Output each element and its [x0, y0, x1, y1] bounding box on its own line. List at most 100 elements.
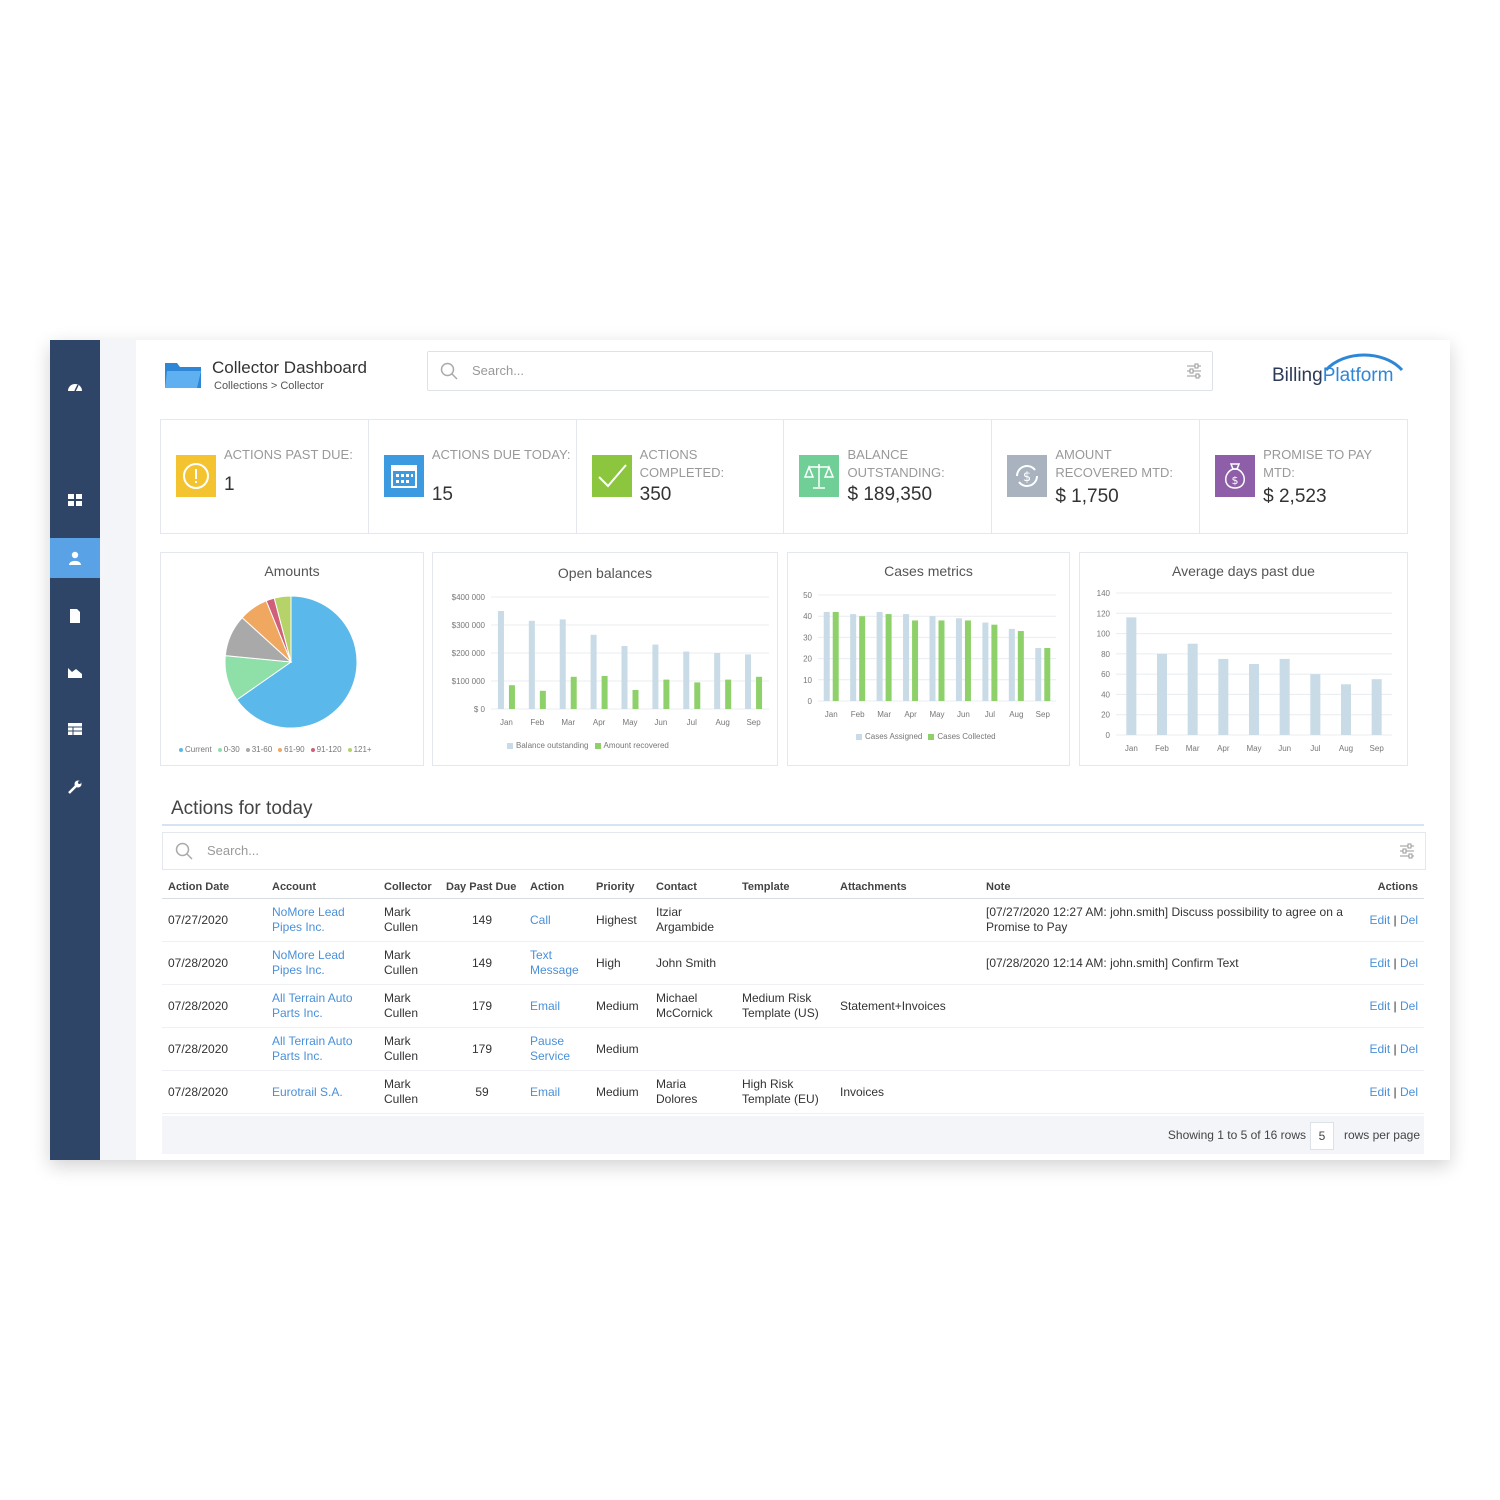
filter-settings-icon[interactable] [1399, 843, 1415, 859]
x-tick-label: Jul [1310, 744, 1320, 753]
bar [683, 651, 690, 709]
y-tick-label: 60 [1101, 670, 1110, 679]
cell-collector: Mark Cullen [378, 1027, 440, 1071]
legend-swatch [594, 742, 601, 749]
bar [1341, 684, 1351, 735]
y-tick-label: $400 000 [452, 593, 486, 602]
nav-settings[interactable] [50, 767, 100, 807]
legend-swatch [245, 747, 250, 752]
cell-account-link[interactable]: All Terrain Auto Parts Inc. [266, 984, 378, 1028]
nav-dashboard[interactable] [50, 367, 100, 407]
delete-link[interactable]: Del [1399, 912, 1418, 927]
delete-link[interactable]: Del [1399, 1084, 1418, 1099]
chart-legend: Balance outstanding Amount recovered [507, 741, 675, 750]
edit-link[interactable]: Edit [1369, 1041, 1391, 1056]
x-tick-label: Apr [1217, 744, 1230, 753]
cell-template: Medium Risk Template (US) [736, 984, 834, 1028]
kpi-label: Actions due today: [431, 447, 571, 462]
rows-per-page-select[interactable]: 5 [1310, 1122, 1334, 1150]
section-title: Actions for today [171, 798, 313, 819]
kpi-value: 350 [639, 484, 672, 505]
grid-icon [68, 494, 82, 506]
cell-priority: Medium [590, 1070, 650, 1114]
kpi-amount-recovered: $ Amount recovered MTD: $ 1,750 [992, 420, 1201, 533]
bar [756, 676, 763, 709]
cell-account-link[interactable]: All Terrain Auto Parts Inc. [266, 1027, 378, 1071]
bar [885, 614, 892, 701]
edit-link[interactable]: Edit [1369, 955, 1391, 970]
y-tick-label: $ 0 [474, 705, 486, 714]
bar [832, 611, 839, 701]
cell-contact: Michael McCornick [650, 984, 736, 1028]
nav-grid[interactable] [50, 480, 100, 520]
global-search[interactable]: Search... [427, 351, 1213, 391]
nav-reports[interactable] [50, 652, 100, 692]
x-tick-label: Jun [654, 718, 667, 727]
column-header[interactable]: Account [266, 876, 378, 899]
table-search[interactable]: Search... [162, 832, 1426, 870]
nav-collector[interactable] [50, 538, 100, 578]
column-header[interactable]: Note [980, 876, 1352, 899]
bar [1279, 658, 1290, 735]
edit-link[interactable]: Edit [1369, 912, 1391, 927]
page-title: Collector Dashboard [212, 358, 367, 377]
legend-swatch [928, 733, 935, 740]
cell-account-link[interactable]: NoMore Lead Pipes Inc. [266, 941, 378, 985]
rows-per-page-label: rows per page [1343, 1128, 1420, 1142]
x-tick-label: Jul [985, 710, 995, 719]
y-tick-label: $200 000 [452, 649, 486, 658]
pie-slice [236, 595, 358, 729]
legend-item: Cases Assigned [856, 732, 922, 741]
cell-action-date: 07/28/2020 [162, 984, 266, 1028]
cell-action-link[interactable]: Pause Service [524, 1027, 590, 1071]
cell-action-date: 07/28/2020 [162, 941, 266, 985]
edit-link[interactable]: Edit [1369, 998, 1391, 1013]
chart-average-days-past-due: Average days past due 140 120 100 80 60 40 20 0… [1079, 552, 1408, 766]
column-header[interactable]: Contact [650, 876, 736, 899]
bar [694, 682, 701, 709]
content-gutter [100, 340, 136, 1160]
wrench-icon [68, 780, 82, 794]
sidebar [50, 340, 100, 1160]
y-tick-label: $100 000 [452, 677, 486, 686]
column-header[interactable]: Priority [590, 876, 650, 899]
delete-link[interactable]: Del [1399, 955, 1418, 970]
delete-link[interactable]: Del [1399, 998, 1418, 1013]
nav-tables[interactable] [50, 709, 100, 749]
search-input[interactable]: Search... [472, 363, 525, 378]
column-header[interactable]: Attachments [834, 876, 980, 899]
delete-link[interactable]: Del [1399, 1041, 1418, 1056]
nav-documents[interactable] [50, 596, 100, 636]
column-header[interactable]: Collector [378, 876, 440, 899]
y-tick-label: 0 [1106, 731, 1111, 740]
cell-action-link[interactable]: Email [524, 984, 590, 1028]
folder-icon [165, 363, 201, 388]
x-tick-label: May [622, 718, 637, 727]
bar [1126, 617, 1137, 735]
edit-link[interactable]: Edit [1369, 1084, 1391, 1099]
column-header[interactable]: Action [524, 876, 590, 899]
bar [632, 689, 639, 709]
cell-action-link[interactable]: Call [524, 898, 590, 942]
column-header[interactable]: Template [736, 876, 834, 899]
refresh-dollar-icon: $ [1007, 455, 1048, 497]
cell-collector: Mark Cullen [378, 984, 440, 1028]
table-search-input[interactable]: Search... [207, 843, 260, 858]
bar [955, 618, 962, 701]
kpi-actions-past-due: Actions past due: 1 [161, 420, 369, 533]
bar [982, 622, 989, 701]
cell-account-link[interactable]: Eurotrail S.A. [266, 1070, 378, 1114]
cell-days-past-due: 59 [440, 1070, 524, 1114]
legend-swatch [278, 747, 283, 752]
column-header[interactable]: Action Date [162, 876, 266, 899]
cell-action-link[interactable]: Text Message [524, 941, 590, 985]
bar [859, 616, 866, 701]
filter-settings-icon[interactable] [1186, 363, 1202, 379]
logo-platform: Platform [1322, 365, 1394, 386]
separator: | [1393, 912, 1397, 927]
cell-account-link[interactable]: NoMore Lead Pipes Inc. [266, 898, 378, 942]
y-tick-label: 120 [1097, 609, 1111, 618]
column-header[interactable]: Day Past Due [440, 876, 524, 899]
cell-action-link[interactable]: Email [524, 1070, 590, 1114]
x-tick-label: Jan [500, 718, 513, 727]
